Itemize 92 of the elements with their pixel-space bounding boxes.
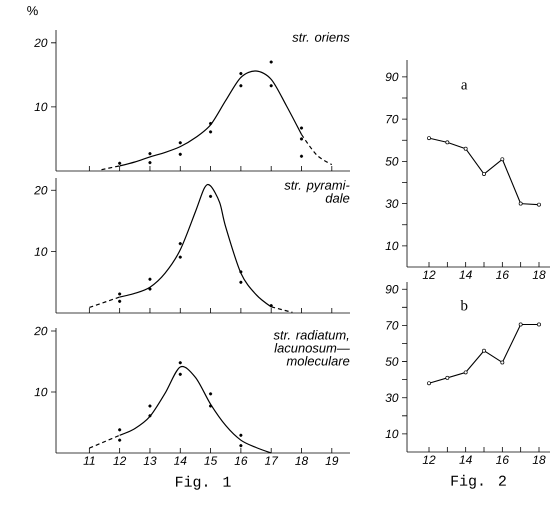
point	[148, 161, 152, 164]
annotation: str. oriens	[292, 32, 350, 42]
annotation: dale	[326, 193, 350, 203]
y-axis-title: %	[27, 6, 38, 16]
point	[239, 434, 242, 437]
y-tick-label: 20	[34, 38, 48, 48]
x-tick-label: 11	[83, 456, 95, 465]
point	[208, 392, 212, 396]
x-tick-label: 19	[325, 456, 338, 465]
point	[537, 202, 541, 207]
point	[300, 154, 304, 158]
x-tick-label: 18	[532, 456, 546, 464]
point	[270, 304, 273, 308]
point	[427, 381, 431, 386]
point	[239, 72, 242, 76]
point	[300, 126, 304, 130]
point	[148, 278, 152, 281]
y-tick-label: 50	[385, 357, 398, 366]
x-tick-label: 16	[234, 456, 248, 465]
annotation: moleculare	[286, 356, 350, 366]
x-tick-label: 15	[204, 456, 218, 465]
y-tick-label: 20	[34, 326, 48, 336]
x-tick-label: 16	[496, 456, 509, 464]
text: b	[460, 300, 468, 310]
x-tick-label: 14	[459, 270, 472, 279]
y-tick-label: 90	[386, 285, 398, 294]
x-tick-label: 12	[113, 456, 126, 465]
point	[464, 146, 468, 151]
point	[208, 194, 212, 198]
point	[500, 360, 504, 364]
point	[518, 202, 523, 206]
point	[300, 137, 304, 141]
x-tick-label: 14	[459, 456, 472, 464]
point	[208, 122, 212, 126]
y-tick-label: 10	[34, 388, 48, 396]
point	[118, 438, 122, 442]
y-tick-label: 30	[385, 394, 398, 402]
y-tick-label: 70	[386, 114, 398, 124]
point	[208, 404, 212, 408]
y-tick-label: 30	[385, 199, 398, 208]
x-tick-label: 14	[174, 456, 186, 465]
point	[178, 361, 182, 364]
x-tick-label: 18	[295, 456, 308, 465]
point	[270, 84, 273, 88]
point	[178, 242, 182, 246]
point	[148, 287, 152, 291]
point	[239, 84, 242, 88]
x-tick-label: 12	[422, 456, 436, 464]
annotation: str. radiatum,	[274, 330, 348, 342]
x-tick-label: 18	[532, 270, 546, 279]
point	[208, 130, 212, 134]
point	[178, 256, 182, 259]
point	[445, 140, 450, 144]
annotation: str. pyrami-	[284, 180, 350, 192]
y-tick-label: 10	[34, 102, 48, 112]
point	[482, 348, 486, 353]
x-axis-title: Fig. 2	[452, 474, 506, 489]
y-tick-label: 10	[34, 247, 48, 256]
y-tick-label: 20	[34, 186, 48, 194]
point	[239, 280, 242, 284]
x-tick-label: 12	[422, 270, 436, 279]
y-tick-label: 10	[386, 242, 398, 250]
y-tick-label: 70	[386, 321, 398, 330]
text: a	[461, 82, 468, 90]
point	[148, 152, 152, 156]
x-axis-title: Fig. 1	[176, 476, 231, 490]
point	[118, 292, 122, 296]
point	[118, 162, 122, 165]
x-tick-label: 13	[144, 456, 157, 465]
point	[118, 428, 122, 432]
y-tick-label: 50	[385, 157, 398, 166]
x-tick-label: 16	[496, 270, 509, 279]
point	[148, 414, 152, 418]
point	[178, 152, 182, 156]
x-tick-label: 17	[264, 456, 278, 465]
y-tick-label: 90	[386, 72, 398, 82]
y-tick-label: 10	[386, 430, 398, 438]
point	[537, 322, 541, 326]
point	[239, 444, 242, 448]
point	[445, 376, 450, 380]
point	[500, 157, 504, 162]
point	[178, 141, 182, 144]
point	[178, 372, 182, 376]
point	[118, 300, 122, 303]
point	[239, 270, 242, 274]
point	[270, 60, 273, 64]
point	[427, 136, 431, 140]
annotation: lacunosum—	[274, 343, 350, 353]
point	[482, 172, 486, 176]
point	[518, 322, 523, 326]
point	[148, 404, 152, 408]
point	[464, 370, 468, 374]
